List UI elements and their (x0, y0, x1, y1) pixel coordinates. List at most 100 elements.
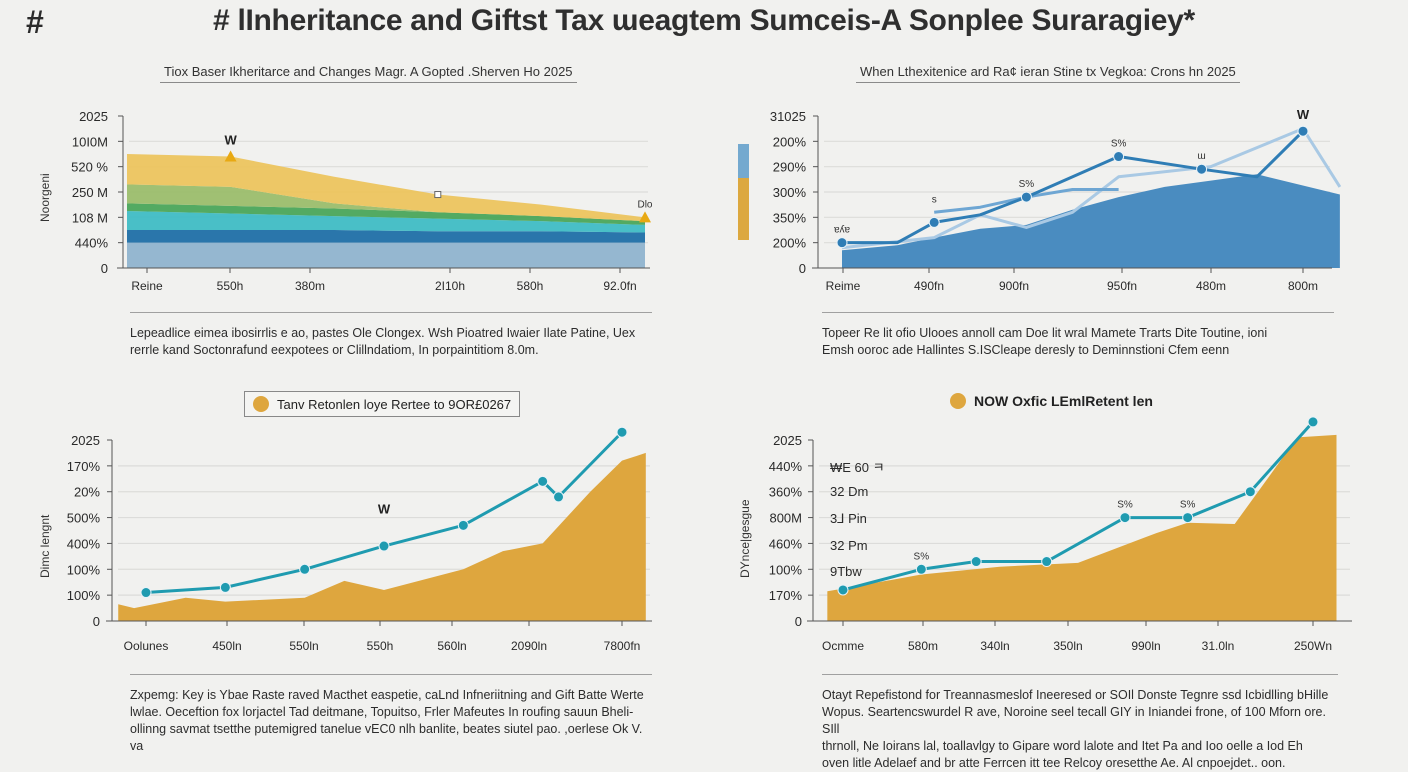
y-tick-label: 2025 (79, 109, 108, 124)
x-tick-label: 380m (295, 279, 325, 293)
x-tick-label: 800m (1288, 279, 1318, 293)
top-left-description: Lepeadlice eimea ibosirrlis e ao, pastes… (130, 312, 652, 359)
data-point (1182, 512, 1194, 524)
y-tick-label: 2025 (71, 433, 100, 448)
description-line: Otayt Repefistond for Treannasmeslof Ine… (822, 688, 1329, 702)
x-tick-label: 350ln (1053, 639, 1082, 653)
top-right-chart-title: When Lthexitenice ard Ra¢ ieran Stine tx… (856, 64, 1240, 83)
x-tick-label: 450ln (212, 639, 241, 653)
y-tick-label: 100% (67, 562, 101, 577)
annotation-label: Dlo (637, 199, 652, 210)
x-tick-label: Oolunes (124, 639, 169, 653)
area-fill (842, 174, 1340, 268)
x-tick-label: 580m (908, 639, 938, 653)
y-tick-label: 440% (769, 459, 803, 474)
data-point (537, 475, 549, 487)
x-tick-label: 2090ln (511, 639, 547, 653)
y-tick-label: 360% (769, 485, 803, 500)
annotation-label: S% (1111, 139, 1127, 150)
area-band-green (127, 203, 645, 225)
x-tick-label: 480m (1196, 279, 1226, 293)
x-tick-label: 550h (217, 279, 244, 293)
data-point (836, 237, 848, 249)
inline-label: 3⅃ Pin (830, 511, 867, 526)
data-point (457, 519, 469, 531)
annotation-label: ɐʎɐ (834, 225, 851, 236)
annotation-label: S% (1117, 500, 1133, 511)
x-tick-label: Ocmme (822, 639, 864, 653)
y-tick-label: 108 M (72, 210, 108, 225)
y-tick-label: 100% (769, 562, 803, 577)
description-line: Emsh ooroc ade Hallintes S.ISCleape dere… (822, 343, 1230, 357)
legend-dot-icon (253, 396, 269, 412)
y-tick-label: 10I0M (72, 134, 108, 149)
area-band-light-green (127, 184, 645, 222)
area-band-navy (127, 230, 645, 243)
y-tick-label: 100% (67, 588, 101, 603)
data-point (299, 563, 311, 575)
y-tick-label: 200% (773, 236, 807, 251)
y-tick-label: 2025 (773, 433, 802, 448)
annotation-label: S% (914, 551, 930, 562)
data-point (970, 556, 982, 568)
annotation-label: S% (1180, 500, 1196, 511)
data-point (1020, 191, 1032, 203)
annotation-label: W (1297, 107, 1310, 122)
x-tick-label: 92.0fn (603, 279, 636, 293)
x-tick-label: 340ln (980, 639, 1009, 653)
legend-label: NOW Oxfic LEmlRetent len (974, 393, 1153, 409)
data-point (140, 587, 152, 599)
description-line: Wopus. Seartencswurdel R ave, Noroine se… (822, 705, 1326, 736)
data-point (378, 540, 390, 552)
y-tick-label: 170% (67, 459, 101, 474)
series-line-tertiary (841, 127, 1342, 250)
x-tick-label: 490fn (914, 279, 944, 293)
bottom-left-legend: Tanv Retonlen loye Rertee to 9OR£0267 (244, 391, 521, 417)
description-line: thrnoll, Ne Ioirans lal, toallavlgy to G… (822, 739, 1303, 753)
inline-label: ₩E 60 ㅋ (830, 460, 885, 475)
legend-swatch-blue (738, 144, 749, 178)
legend-swatch-gold (738, 177, 749, 240)
x-tick-label: 250Wn (1294, 639, 1332, 653)
y-tick-label: 200% (773, 134, 807, 149)
square-marker (434, 191, 442, 199)
top-left-chart-title: Tiox Baser Ikheritarce and Changes Magr.… (160, 64, 577, 83)
x-tick-label: Reine (131, 279, 163, 293)
legend-dot-icon (950, 393, 966, 409)
annotation-label: W (224, 133, 237, 148)
data-point (1196, 163, 1208, 175)
description-line: oven litle Adelaef and br atte Ferrcen i… (822, 756, 1286, 770)
description-line: ollinng savmat tsetthe putemigred tanelu… (130, 722, 643, 753)
data-point (915, 563, 927, 575)
y-tick-label: 290% (773, 160, 807, 175)
description-line: lwlae. Oeceftion fox lorjactel Tad deitm… (130, 705, 634, 719)
hash-mark: # (26, 4, 44, 40)
annotation-label: ɯ (1197, 151, 1205, 162)
y-tick-label: 0 (795, 614, 802, 629)
y-tick-label: 250 M (72, 185, 108, 200)
x-tick-label: 950fn (1107, 279, 1137, 293)
data-point (1119, 512, 1131, 524)
inline-label: 32 Pm (830, 538, 868, 553)
inline-label: 9Tbw (830, 564, 862, 579)
description-line: Topeer Re lit ofio Ulooes annoll cam Doe… (822, 326, 1268, 340)
series-line-rate (842, 420, 1315, 592)
x-tick-label: 550h (367, 639, 394, 653)
y-tick-label: 440% (75, 236, 109, 251)
x-tick-label: 560ln (437, 639, 466, 653)
data-point (1041, 556, 1053, 568)
bottom-right-chart: S% S% S% 0 170% 100% 460% 800M 360% 440% 2025 Ocmme… (769, 416, 1352, 653)
area-band-teal (127, 211, 645, 233)
y-tick-label: 350% (773, 210, 807, 225)
top-right-description: Topeer Re lit ofio Ulooes annoll cam Doe… (822, 312, 1334, 359)
x-tick-label: 31.0ln (1202, 639, 1235, 653)
top-right-chart: ɐʎɐ s S% S% ɯ W 0 200% 350% 300% 290% 200% 31025 Reim… (770, 107, 1342, 293)
data-point (1113, 151, 1125, 163)
area-band-yellow (127, 154, 645, 222)
y-tick-label: 0 (799, 261, 806, 276)
data-point (837, 584, 849, 596)
description-line: Zxpemg: Key is Ybae Raste raved Macthet … (130, 688, 644, 702)
description-line: Lepeadlice eimea ibosirrlis e ao, pastes… (130, 326, 636, 340)
x-tick-label: Reime (826, 279, 861, 293)
area-band-base (127, 242, 645, 268)
